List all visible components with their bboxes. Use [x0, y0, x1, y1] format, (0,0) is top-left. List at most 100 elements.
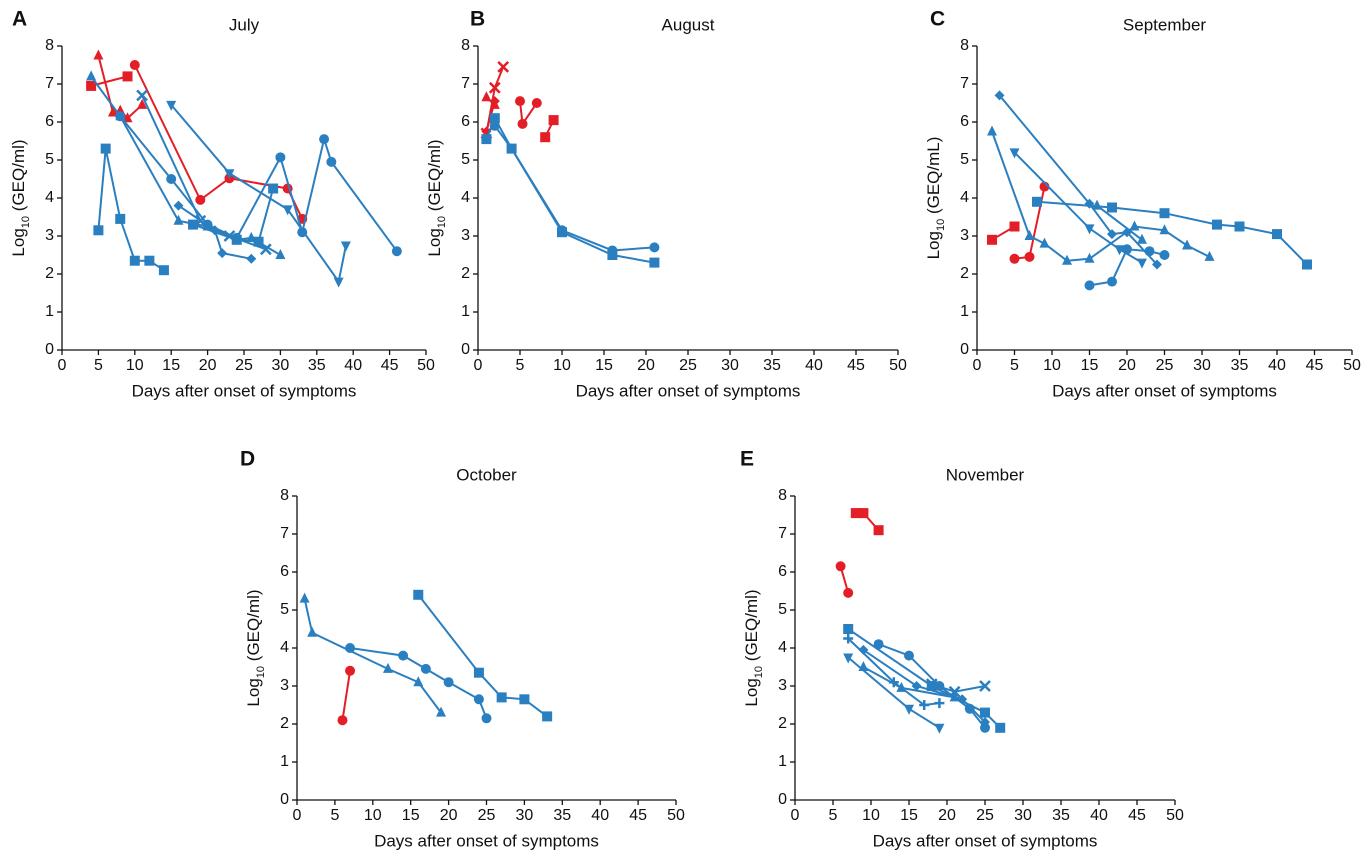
x-tick-label: 45	[629, 807, 647, 824]
x-tick-label: 50	[889, 357, 907, 374]
data-point	[1107, 229, 1117, 240]
x-tick-label: 10	[862, 807, 880, 824]
x-tick-label: 5	[94, 357, 103, 374]
data-point	[299, 592, 310, 603]
data-point	[1107, 202, 1117, 213]
panel-letter: A	[12, 8, 27, 31]
x-tick-label: 45	[1306, 357, 1324, 374]
y-tick-label: 3	[461, 227, 470, 244]
data-point	[904, 650, 914, 661]
data-point	[275, 249, 286, 259]
y-axis-label-part: Log	[742, 678, 761, 706]
y-tick-label: 1	[45, 303, 54, 320]
y-axis-label: Log10 (GEQ/ml)	[9, 139, 31, 256]
x-tick-label: 15	[1081, 357, 1099, 374]
data-point	[224, 169, 235, 180]
x-tick-label: 10	[1043, 357, 1061, 374]
data-point	[129, 60, 140, 70]
y-tick-label: 5	[960, 151, 969, 168]
y-tick-label: 0	[778, 791, 787, 808]
data-point	[497, 61, 510, 73]
data-point	[481, 134, 492, 145]
x-axis-label: Days after onset of symptoms	[873, 831, 1098, 850]
data-point	[911, 681, 922, 691]
data-point	[195, 194, 206, 205]
data-point	[873, 525, 884, 536]
data-point	[843, 587, 854, 598]
y-tick-label: 3	[778, 677, 787, 694]
data-point	[398, 650, 409, 661]
y-tick-label: 4	[960, 189, 969, 206]
data-point	[995, 722, 1006, 733]
x-tick-label: 5	[330, 807, 339, 824]
data-point	[340, 241, 351, 252]
y-axis-label-part: Log	[244, 678, 263, 706]
x-tick-label: 30	[721, 357, 739, 374]
data-point	[1039, 237, 1050, 248]
series-line	[177, 204, 252, 260]
x-tick-label: 45	[381, 357, 399, 374]
data-point	[1129, 220, 1140, 231]
x-tick-label: 0	[791, 807, 800, 824]
x-tick-label: 40	[591, 807, 609, 824]
y-tick-label: 4	[778, 639, 787, 656]
series-line	[192, 188, 275, 243]
y-axis-label: Log10 (GEQ/ml)	[425, 139, 447, 256]
y-axis-label-part: Log	[924, 231, 943, 259]
y-tick-label: 4	[45, 189, 54, 206]
x-tick-label: 15	[402, 807, 420, 824]
series-line	[90, 75, 281, 256]
data-point	[1084, 252, 1095, 263]
data-point	[934, 698, 945, 709]
data-point	[843, 633, 854, 644]
data-point	[548, 115, 559, 126]
x-tick-label: 25	[478, 807, 496, 824]
y-axis-label: Log10 (GEQ/ml)	[244, 589, 266, 706]
x-tick-label: 35	[308, 357, 326, 374]
x-tick-label: 15	[162, 357, 180, 374]
y-tick-label: 4	[461, 189, 470, 206]
series-line	[1013, 151, 1143, 264]
data-point	[481, 713, 492, 724]
data-point	[979, 680, 991, 692]
data-point	[994, 90, 1005, 101]
data-point	[246, 253, 257, 264]
data-point	[1107, 276, 1117, 287]
panel-letter: D	[240, 448, 255, 471]
data-point	[1084, 280, 1095, 291]
data-point	[282, 205, 293, 216]
data-point	[1024, 251, 1035, 262]
y-tick-label: 6	[960, 113, 969, 130]
data-point	[858, 508, 869, 519]
x-tick-label: 25	[679, 357, 697, 374]
data-point	[413, 589, 424, 600]
data-point	[540, 132, 551, 143]
x-tick-label: 25	[1156, 357, 1174, 374]
series-line	[862, 649, 986, 723]
y-tick-label: 3	[280, 677, 289, 694]
data-point	[129, 255, 140, 266]
data-point	[980, 707, 990, 718]
series-line	[341, 670, 352, 721]
x-tick-label: 5	[1010, 357, 1019, 374]
data-point	[934, 723, 945, 734]
data-point	[896, 681, 907, 692]
data-point	[519, 694, 530, 705]
data-point	[904, 704, 914, 715]
data-point	[517, 118, 528, 129]
data-point	[919, 700, 930, 710]
y-tick-label: 7	[45, 75, 54, 92]
y-tick-label: 5	[778, 601, 787, 618]
data-point	[115, 111, 126, 122]
x-tick-label: 30	[516, 807, 534, 824]
data-point	[319, 134, 330, 145]
data-point	[420, 663, 431, 674]
data-point	[948, 685, 961, 698]
data-point	[531, 98, 542, 108]
x-tick-label: 45	[1128, 807, 1146, 824]
data-point	[957, 694, 968, 705]
y-axis-label-part: Log	[425, 228, 444, 256]
data-point	[850, 508, 861, 519]
